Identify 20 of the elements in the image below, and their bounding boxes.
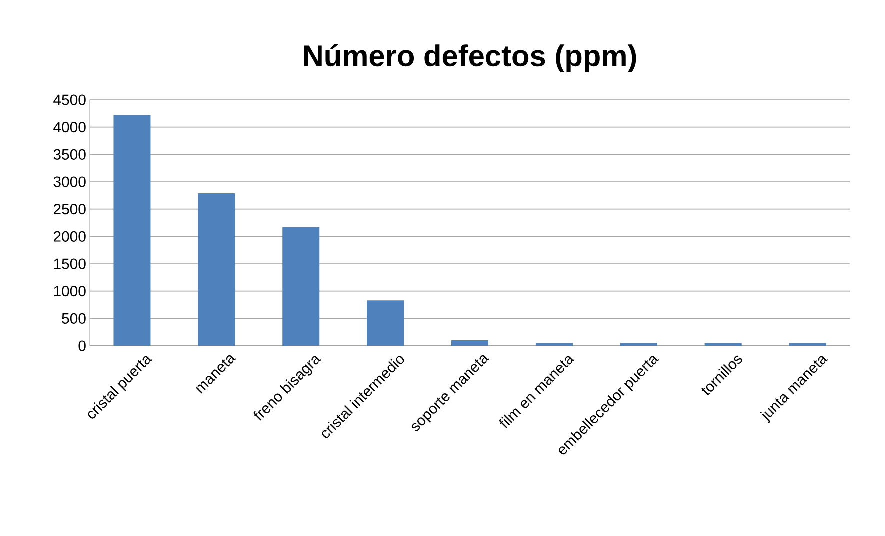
y-tick-label: 1500 <box>54 258 86 270</box>
bar <box>198 193 236 346</box>
bar <box>704 343 742 346</box>
bar <box>114 115 151 346</box>
y-tick-label: 2000 <box>54 231 86 242</box>
bar <box>536 343 573 346</box>
chart-title: Número defectos (ppm) <box>304 44 636 73</box>
bar <box>452 340 489 346</box>
y-tick-label: 0 <box>78 340 86 352</box>
y-tick-label: 1000 <box>54 286 86 297</box>
y-tick-label: 4500 <box>54 94 86 106</box>
bar <box>367 300 404 346</box>
y-tick-label: 3000 <box>54 176 86 188</box>
y-tick-label: 500 <box>62 313 86 324</box>
bar <box>620 343 658 346</box>
y-tick-label: 2500 <box>54 204 86 215</box>
bar <box>789 343 826 346</box>
y-tick-label: 4000 <box>54 122 86 133</box>
bar <box>282 227 320 346</box>
y-tick-label: 3500 <box>54 149 86 160</box>
